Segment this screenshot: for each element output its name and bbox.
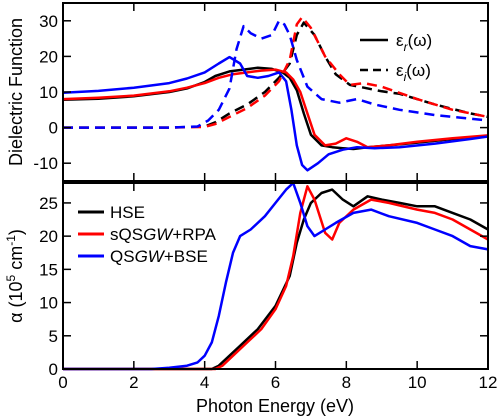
series-line-hse-imaginary <box>63 21 489 129</box>
bottom-panel-frame <box>62 182 489 370</box>
y-tick-label: 10 <box>39 83 58 102</box>
legend-label: sQSGW+RPA <box>110 225 217 244</box>
series-line-qsgw-bse <box>63 181 489 371</box>
x-tick-label: 8 <box>342 373 351 392</box>
absorption-panel: 0 2 4 6 8 10 12 0 5 10 15 20 25 α (105 cm-1) Photon … <box>4 181 497 416</box>
y-tick-label: 15 <box>39 260 58 279</box>
bottom-legend: HSE sQSGW+RPA QSGW+BSE <box>78 203 217 266</box>
legend-label: QSGW+BSE <box>110 247 208 266</box>
series-line-hse <box>63 188 489 371</box>
y-tick-label: 20 <box>39 227 58 246</box>
top-panel-ticks: -10 0 10 20 30 <box>33 3 489 181</box>
x-tick-label: 12 <box>479 373 498 392</box>
top-legend: εr(ω) εi(ω) <box>360 31 432 84</box>
series-line-qsgw-bse-real <box>62 55 489 172</box>
y-tick-label: 30 <box>39 12 58 31</box>
top-y-axis-label: Dielectric Function <box>6 18 26 166</box>
y-tick-label: 0 <box>49 119 58 138</box>
bottom-panel-ticks: 0 2 4 6 8 10 12 0 5 10 15 20 25 <box>39 183 497 392</box>
series-line-sqsgw-rpa <box>63 185 489 371</box>
y-tick-label: 25 <box>39 194 58 213</box>
dielectric-function-panel: -10 0 10 20 30 Dielectric Function εr(ω) εi(ω… <box>6 2 489 182</box>
y-tick-label: 0 <box>49 360 58 379</box>
y-tick-label: 10 <box>39 294 58 313</box>
x-tick-label: 10 <box>408 373 427 392</box>
legend-label: εr(ω) <box>396 31 432 54</box>
x-tick-label: 2 <box>129 373 138 392</box>
legend-label: HSE <box>110 203 145 222</box>
y-tick-label: -10 <box>33 154 58 173</box>
x-tick-label: 4 <box>200 373 209 392</box>
x-axis-label: Photon Energy (eV) <box>196 396 354 416</box>
bottom-y-axis-label: α (105 cm-1) <box>4 229 26 323</box>
x-tick-label: 6 <box>271 373 280 392</box>
legend-label: εi(ω) <box>396 61 431 84</box>
absorption-curves <box>63 181 489 371</box>
y-tick-label: 20 <box>39 47 58 66</box>
dielectric-curves <box>62 15 489 172</box>
series-line-sqsgw-rpa-imaginary <box>63 15 489 129</box>
x-tick-label: 0 <box>58 373 67 392</box>
series-line-qsgw-bse-imaginary <box>63 19 489 129</box>
top-panel-frame <box>62 2 489 182</box>
y-tick-label: 5 <box>49 327 58 346</box>
